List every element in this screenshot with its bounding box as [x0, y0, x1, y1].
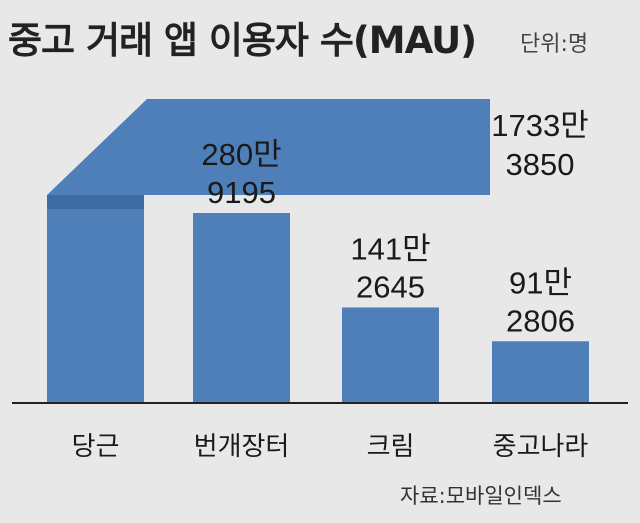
category-label-2: 크림 — [367, 432, 415, 462]
bar-2 — [342, 307, 439, 403]
value-label-1-line2: 9195 — [207, 175, 276, 210]
source-note: 자료:모바일인덱스 — [400, 484, 562, 508]
unit-label: 단위:명 — [520, 32, 589, 57]
bar-break-shadow — [47, 195, 144, 209]
bar-0-extension — [47, 99, 490, 195]
category-label-0: 당근 — [72, 432, 120, 462]
value-label-3-line1: 91만 — [509, 265, 572, 300]
value-label-3-line2: 2806 — [506, 303, 575, 338]
value-label-2-line2: 2645 — [356, 269, 425, 304]
bar-0 — [47, 195, 144, 403]
category-label-1: 번개장터 — [194, 432, 290, 462]
bar-3 — [492, 341, 589, 403]
bar-1 — [193, 213, 290, 403]
value-label-0-line2: 3850 — [506, 147, 575, 182]
value-label-2-line1: 141만 — [350, 231, 430, 266]
value-label-0-line1: 1733만 — [491, 108, 588, 143]
category-label-3: 중고나라 — [493, 432, 589, 462]
value-label-1-line1: 280만 — [201, 137, 281, 172]
chart-title: 중고 거래 앱 이용자 수(MAU) — [8, 19, 477, 62]
